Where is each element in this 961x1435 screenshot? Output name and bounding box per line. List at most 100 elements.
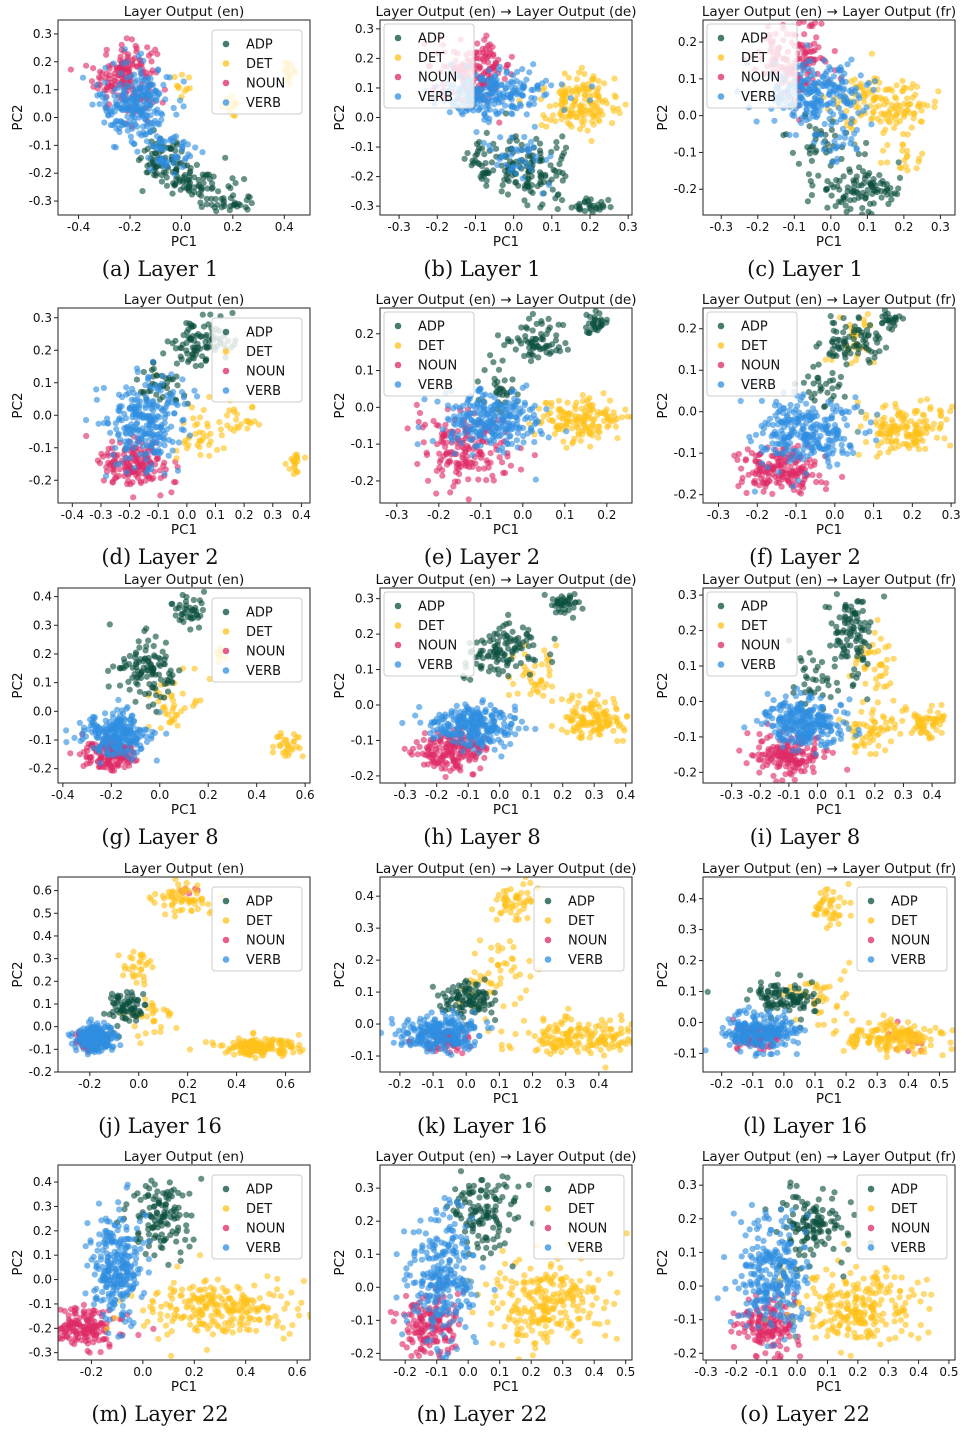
data-point-det xyxy=(580,103,587,110)
data-point-verb xyxy=(169,438,176,446)
data-point-verb xyxy=(776,402,783,409)
data-point-noun xyxy=(404,425,411,432)
data-point-verb xyxy=(421,396,428,403)
data-point-verb xyxy=(808,57,815,64)
data-point-adp xyxy=(867,200,874,207)
data-point-adp xyxy=(813,147,820,154)
data-point-noun xyxy=(787,463,794,470)
x-tick-label: 0.3 xyxy=(931,220,950,234)
data-point-verb xyxy=(841,129,848,137)
data-point-verb xyxy=(827,66,834,73)
data-point-verb xyxy=(838,109,845,116)
data-point-det xyxy=(878,439,885,446)
data-point-adp xyxy=(883,344,890,351)
data-point-adp xyxy=(607,204,614,211)
data-point-adp xyxy=(521,352,528,360)
data-point-adp xyxy=(583,311,590,318)
data-point-verb xyxy=(858,408,865,415)
data-point-adp xyxy=(499,357,506,364)
data-point-verb xyxy=(142,393,149,400)
data-point-verb xyxy=(134,419,141,426)
data-point-adp xyxy=(840,329,847,336)
legend-box xyxy=(211,29,303,115)
data-point-verb xyxy=(93,81,101,88)
data-point-verb xyxy=(847,99,854,106)
data-point-det xyxy=(923,429,930,437)
data-point-det xyxy=(822,356,829,363)
data-point-adp xyxy=(485,170,492,177)
data-point-det xyxy=(157,725,164,732)
data-point-adp xyxy=(841,349,848,356)
data-point-verb xyxy=(483,419,490,426)
data-point-det xyxy=(204,423,211,430)
data-point-adp xyxy=(806,146,813,153)
data-point-verb xyxy=(140,57,147,64)
data-point-verb xyxy=(831,422,839,429)
data-point-verb xyxy=(154,67,161,74)
data-point-verb xyxy=(450,405,457,412)
legend-label-verb: VERB xyxy=(246,96,281,111)
x-tick-label: 0.1 xyxy=(542,220,561,234)
data-point-verb xyxy=(808,444,815,451)
data-point-det xyxy=(910,115,917,122)
data-point-noun xyxy=(485,464,492,471)
data-point-det xyxy=(578,118,585,125)
data-point-adp xyxy=(196,345,203,352)
data-point-verb xyxy=(143,733,150,740)
data-point-verb xyxy=(805,76,812,83)
data-point-det xyxy=(570,438,577,445)
data-point-verb xyxy=(156,154,164,162)
y-axis-label: PC2 xyxy=(10,392,26,418)
y-tick-label: 0.1 xyxy=(33,376,52,390)
data-point-adp xyxy=(547,162,554,169)
data-point-det xyxy=(880,420,887,427)
data-point-det xyxy=(226,407,233,414)
data-point-adp xyxy=(499,182,506,189)
data-point-adp xyxy=(516,337,523,344)
data-point-adp xyxy=(864,327,871,334)
x-tick-label: -0.3 xyxy=(707,508,730,522)
data-point-adp xyxy=(461,155,468,162)
y-tick-label: -0.3 xyxy=(29,194,52,208)
data-point-verb xyxy=(514,68,521,75)
data-point-noun xyxy=(765,477,772,484)
data-point-verb xyxy=(512,170,520,177)
data-point-verb xyxy=(145,465,152,472)
data-point-verb xyxy=(502,413,510,420)
data-point-noun xyxy=(788,472,796,479)
data-point-noun xyxy=(425,477,432,484)
data-point-det xyxy=(924,102,931,109)
data-point-noun xyxy=(795,465,802,472)
data-point-noun xyxy=(474,40,481,47)
data-point-noun xyxy=(776,479,783,486)
data-point-noun xyxy=(80,762,87,770)
data-point-verb xyxy=(63,739,70,746)
data-point-verb xyxy=(100,384,107,392)
data-point-verb xyxy=(149,123,156,130)
data-point-verb xyxy=(839,409,846,416)
y-tick-label: -0.1 xyxy=(29,138,52,152)
data-point-adp xyxy=(232,201,239,208)
data-point-det xyxy=(302,454,309,461)
data-point-verb xyxy=(117,70,124,77)
data-point-noun xyxy=(148,58,155,65)
data-point-det xyxy=(610,409,617,416)
data-point-adp xyxy=(865,346,872,353)
data-point-noun xyxy=(476,49,483,56)
data-point-verb xyxy=(469,451,476,458)
data-point-verb xyxy=(850,449,857,457)
data-point-det xyxy=(611,75,618,82)
data-point-det xyxy=(243,417,250,425)
x-tick-label: 0.3 xyxy=(942,508,961,522)
data-point-det xyxy=(892,400,899,407)
data-point-verb xyxy=(827,437,834,444)
legend-label-adp: ADP xyxy=(418,32,445,47)
data-point-adp xyxy=(560,149,567,157)
data-point-verb xyxy=(107,429,114,436)
data-point-adp xyxy=(208,195,215,202)
data-point-noun xyxy=(132,42,139,50)
data-point-adp xyxy=(137,154,144,162)
data-point-det xyxy=(197,451,204,458)
data-point-det xyxy=(578,64,585,71)
